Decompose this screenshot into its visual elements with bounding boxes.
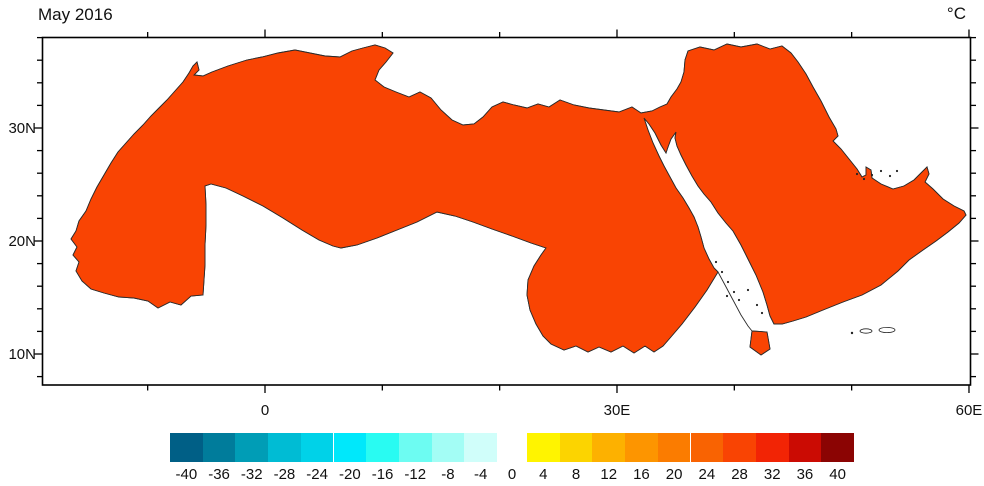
colorbar-segment <box>464 433 497 462</box>
colorbar-tick-label: -16 <box>371 466 394 483</box>
colorbar-tick-label: 28 <box>731 466 748 483</box>
y-tick-label: 10N <box>8 346 36 363</box>
colorbar-tick-label: -32 <box>240 466 263 483</box>
colorbar-tick-label: 24 <box>698 466 716 483</box>
colorbar-segment <box>821 433 854 462</box>
island-speck <box>850 331 854 335</box>
gulf-island-speck <box>879 169 883 173</box>
colorbar-segment <box>366 433 399 462</box>
colorbar-segment <box>170 433 203 462</box>
y-tick-label: 20N <box>8 233 36 250</box>
redsea-island-speck <box>746 288 750 292</box>
colorbar-segment <box>202 433 236 462</box>
colorbar-tick-label: 16 <box>633 466 650 483</box>
redsea-island-speck <box>726 280 730 284</box>
plot-frame <box>41 36 972 386</box>
colorbar-tick-label: -28 <box>273 466 296 483</box>
colorbar-tick-label: -8 <box>441 466 455 483</box>
colorbar-segment <box>723 433 756 462</box>
colorbar-tick-label: -20 <box>339 466 361 483</box>
redsea-island-speck <box>725 294 729 298</box>
x-tick-label: 30E <box>604 402 631 419</box>
gulf-island-speck <box>895 169 899 173</box>
colorbar-segment <box>788 433 822 462</box>
colorbar-tick-label: 4 <box>539 466 548 483</box>
colorbar-tick-label: 8 <box>571 466 581 483</box>
colorbar-tick-label: 36 <box>796 466 814 483</box>
gulf-island-speck <box>862 177 866 181</box>
colorbar-tick-label: -12 <box>404 466 427 483</box>
colorbar-tick-label: 20 <box>665 466 683 483</box>
colorbar-segment <box>625 433 658 462</box>
colorbar-segment <box>690 433 724 462</box>
colorbar-segment <box>300 433 334 462</box>
colorbar-segment <box>398 433 432 462</box>
map-plot: .w4{fill:#fff400}.w8{fill:#fcd400}.w12{f… <box>8 29 982 419</box>
plot-title: May 2016 <box>38 5 113 24</box>
colorbar-segment <box>657 433 691 462</box>
colorbar-tick-label: -24 <box>306 466 328 483</box>
gulf-island-speck <box>855 172 859 176</box>
redsea-island-speck <box>720 270 724 274</box>
axis-ticks <box>34 29 979 393</box>
colorbar-segment <box>333 433 367 462</box>
colorbar-tick-label: -4 <box>473 466 488 483</box>
redsea-island-speck <box>732 290 736 294</box>
colorbar-segment <box>527 433 560 462</box>
islands <box>714 169 899 335</box>
axis-tick-labels: 0 30E 60E 30N 20N 10N <box>8 120 982 419</box>
colorbar-segment <box>755 433 789 462</box>
abd-al-kuri-island <box>859 328 873 334</box>
y-tick-label: 30N <box>8 120 36 137</box>
x-tick-label: 60E <box>956 402 983 419</box>
redsea-island-speck <box>755 303 759 307</box>
colorbar-segment <box>268 433 301 462</box>
colorbar-segment <box>592 433 626 462</box>
redsea-island-speck <box>737 298 741 302</box>
redsea-island-speck <box>714 260 718 264</box>
units-label: °C <box>946 4 966 23</box>
colorbar-segment <box>235 433 269 462</box>
djibouti-outline <box>749 330 771 356</box>
colorbar-segment <box>559 433 593 462</box>
x-tick-label: 0 <box>261 402 269 419</box>
gulf-island-speck <box>888 174 892 178</box>
colorbar-tick-label: 12 <box>600 466 618 483</box>
colorbar-tick-label: -36 <box>208 466 230 483</box>
eritrea-coastline <box>717 271 753 332</box>
colorbar-tick-label: 0 <box>507 466 517 483</box>
colorbar-tick-label: 40 <box>829 466 846 483</box>
redsea-island-speck <box>760 311 764 315</box>
colorbar-segment <box>431 433 465 462</box>
socotra-island <box>878 326 896 333</box>
coastline-outline <box>70 43 967 354</box>
colorbar-tick-label: 32 <box>763 466 781 483</box>
colorbar-tick-label: -40 <box>175 466 198 483</box>
gulf-island-speck <box>870 173 874 177</box>
